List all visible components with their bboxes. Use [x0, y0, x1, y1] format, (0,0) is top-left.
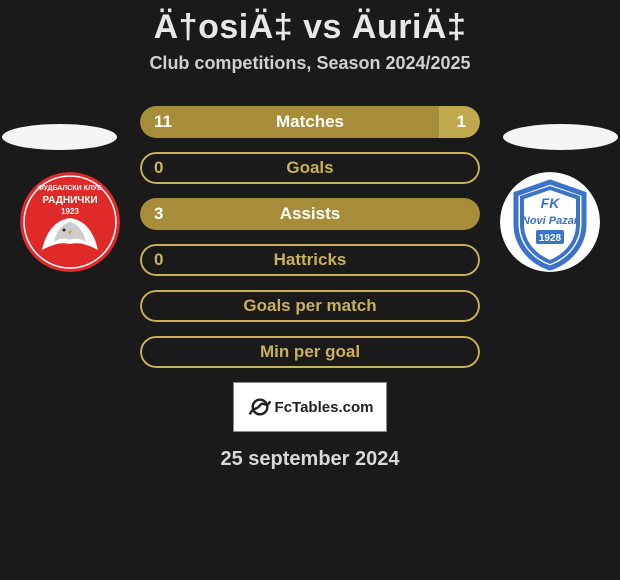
stat-row: Hattricks0 [140, 244, 480, 276]
stat-row: Goals per match [140, 290, 480, 322]
stat-row: Min per goal [140, 336, 480, 368]
stats-block: Matches111Goals0Assists3Hattricks0Goals … [140, 106, 480, 368]
stat-row: Assists3 [140, 198, 480, 230]
stat-value-left: 0 [154, 152, 163, 184]
brand-box: FcTables.com [233, 382, 387, 432]
team-badge-right: FK Novi Pazar 1928 [500, 172, 600, 272]
stat-value-left: 3 [154, 198, 163, 230]
team-crest-left-icon: ФУДБАЛСКИ КЛУБ РАДНИЧКИ 1923 [20, 172, 120, 272]
svg-text:FK: FK [541, 195, 561, 211]
page-title: Ä†osiÄ‡ vs ÄuriÄ‡ [0, 8, 620, 47]
stat-value-right: 1 [457, 106, 466, 138]
date-label: 25 september 2024 [0, 448, 620, 471]
player-disc-right [503, 124, 618, 150]
svg-text:1928: 1928 [539, 233, 562, 244]
page-subtitle: Club competitions, Season 2024/2025 [0, 53, 620, 74]
stat-label: Assists [140, 198, 480, 230]
svg-text:1923: 1923 [61, 207, 79, 216]
team-badge-left: ФУДБАЛСКИ КЛУБ РАДНИЧКИ 1923 [20, 172, 120, 272]
stat-label: Goals per match [140, 290, 480, 322]
stat-label: Goals [140, 152, 480, 184]
svg-text:РАДНИЧКИ: РАДНИЧКИ [42, 195, 97, 206]
svg-text:Novi Pazar: Novi Pazar [522, 215, 579, 227]
stat-label: Min per goal [140, 336, 480, 368]
stat-value-left: 0 [154, 244, 163, 276]
infographic-container: Ä†osiÄ‡ vs ÄuriÄ‡ Club competitions, Sea… [0, 0, 620, 580]
stat-label: Matches [140, 106, 480, 138]
player-disc-left [2, 124, 117, 150]
stat-value-left: 11 [154, 106, 172, 138]
svg-text:ФУДБАЛСКИ КЛУБ: ФУДБАЛСКИ КЛУБ [38, 185, 102, 192]
stat-label: Hattricks [140, 244, 480, 276]
fctables-icon [247, 394, 273, 420]
stat-row: Goals0 [140, 152, 480, 184]
brand-text: FcTables.com [275, 399, 374, 416]
stat-row: Matches111 [140, 106, 480, 138]
team-crest-right-icon: FK Novi Pazar 1928 [500, 172, 600, 272]
